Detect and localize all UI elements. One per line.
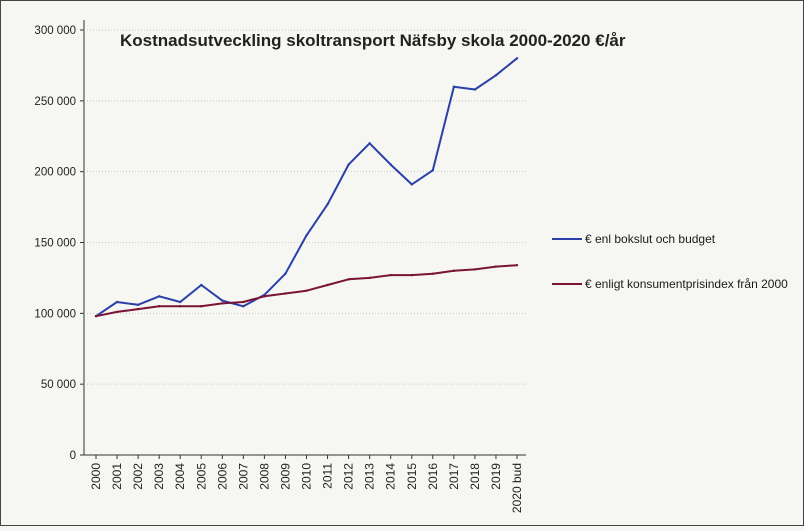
- y-tick-label: 0: [70, 450, 76, 462]
- data-point: [389, 273, 392, 277]
- legend-label-1: € enl bokslut och budget: [585, 232, 716, 246]
- data-point: [115, 310, 119, 314]
- data-point: [494, 265, 498, 268]
- data-point: [242, 300, 245, 304]
- data-point: [347, 163, 350, 166]
- x-tick-label: 2011: [321, 463, 335, 489]
- x-tick-label: 2019: [489, 463, 503, 490]
- data-point: [473, 268, 477, 271]
- y-tick-label: 300 000: [34, 25, 76, 37]
- x-tick-label: 2008: [257, 463, 271, 490]
- data-point: [305, 289, 308, 292]
- data-point: [284, 272, 287, 275]
- data-point: [284, 292, 287, 295]
- x-tick-label: 2009: [278, 463, 292, 490]
- data-point: [347, 278, 350, 281]
- x-tick-label: 2020 bud: [510, 463, 524, 513]
- data-point: [263, 295, 266, 298]
- data-point: [221, 302, 224, 305]
- y-tick-label: 200 000: [34, 167, 76, 179]
- data-point: [179, 305, 182, 308]
- x-tick-label: 2018: [468, 463, 482, 490]
- data-point: [410, 273, 413, 277]
- x-tick-label: 2003: [152, 463, 166, 490]
- x-tick-label: 2016: [426, 463, 440, 490]
- data-point: [157, 305, 161, 308]
- data-point: [452, 269, 456, 273]
- data-point: [494, 74, 498, 77]
- data-point: [389, 163, 392, 166]
- legend-label-2: € enligt konsumentprisindex från 2000: [585, 277, 788, 291]
- data-point: [136, 303, 140, 307]
- x-tick-label: 2013: [363, 463, 377, 490]
- data-point: [368, 276, 371, 280]
- data-point: [515, 263, 519, 267]
- y-tick-label: 50 000: [41, 379, 76, 391]
- data-point: [326, 203, 329, 206]
- x-tick-label: 2015: [405, 463, 419, 490]
- data-point: [305, 234, 308, 237]
- x-tick-label: 2012: [342, 463, 356, 490]
- x-tick-label: 2007: [236, 463, 250, 490]
- data-point: [410, 183, 413, 186]
- data-point: [431, 169, 434, 172]
- data-point: [431, 272, 434, 275]
- data-point: [221, 299, 224, 302]
- data-point: [200, 283, 203, 287]
- data-point: [242, 305, 245, 308]
- data-point: [515, 57, 519, 60]
- x-tick-label: 2002: [131, 463, 145, 490]
- chart-title: Kostnadsutveckling skoltransport Näfsby …: [120, 31, 626, 50]
- x-tick-label: 2004: [173, 463, 187, 490]
- x-tick-label: 2010: [300, 463, 314, 490]
- y-tick-label: 150 000: [34, 238, 76, 250]
- x-tick-label: 2006: [215, 463, 229, 490]
- x-tick-label: 2014: [384, 463, 398, 490]
- data-point: [179, 300, 182, 304]
- x-tick-label: 2017: [447, 463, 461, 490]
- data-point: [157, 295, 161, 298]
- data-point: [94, 314, 98, 318]
- x-tick-label: 2000: [89, 463, 103, 490]
- y-tick-label: 250 000: [34, 96, 76, 108]
- x-tick-label: 2001: [110, 463, 124, 490]
- data-point: [473, 88, 477, 91]
- y-tick-label: 100 000: [34, 308, 76, 320]
- data-point: [200, 305, 203, 308]
- data-point: [326, 283, 329, 287]
- data-point: [452, 85, 456, 88]
- data-point: [136, 307, 140, 311]
- data-point: [115, 300, 119, 304]
- data-point: [368, 142, 371, 145]
- x-tick-label: 2005: [194, 463, 208, 490]
